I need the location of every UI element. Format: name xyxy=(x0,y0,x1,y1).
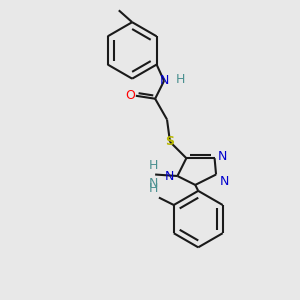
Text: S: S xyxy=(166,135,175,148)
Text: N: N xyxy=(220,176,229,188)
Text: H: H xyxy=(149,182,158,195)
Text: H: H xyxy=(175,73,185,86)
Text: N: N xyxy=(159,74,169,87)
Text: N: N xyxy=(218,150,227,163)
Text: H: H xyxy=(149,158,158,172)
Text: N: N xyxy=(165,170,175,183)
Text: O: O xyxy=(125,89,135,102)
Text: N: N xyxy=(149,177,158,190)
